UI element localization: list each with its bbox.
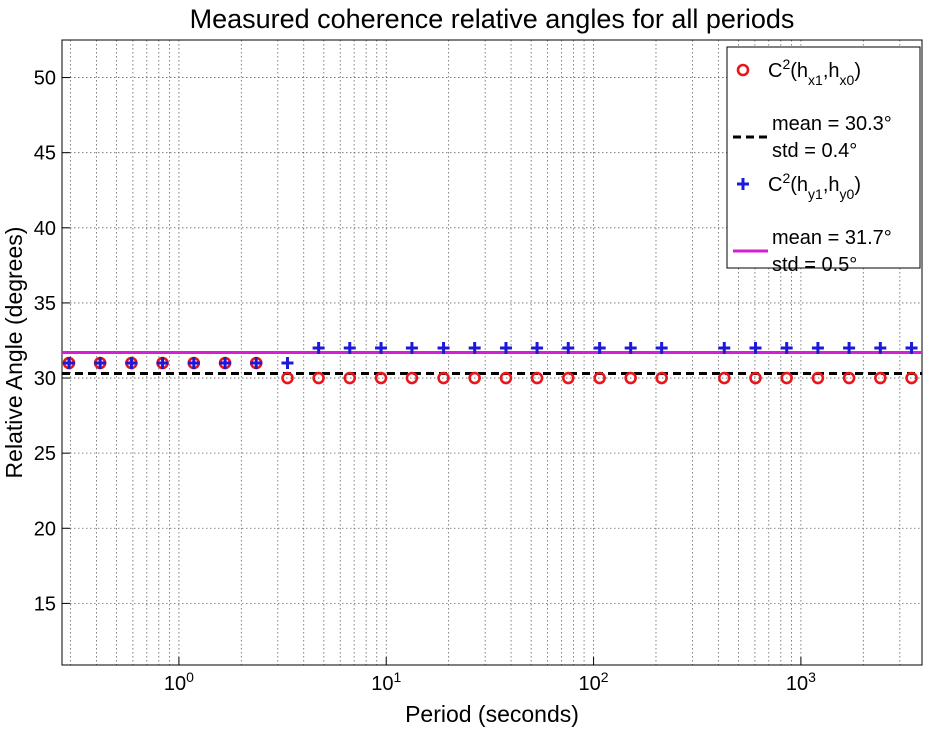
data-point — [94, 357, 107, 370]
data-point — [343, 341, 356, 354]
data-point — [874, 341, 887, 354]
data-point — [749, 341, 762, 354]
legend-label: C2(hx1,hx0) — [768, 56, 861, 88]
data-point — [405, 371, 419, 385]
chart-title: Measured coherence relative angles for a… — [190, 4, 795, 34]
data-point — [842, 371, 856, 385]
data-point — [811, 341, 824, 354]
data-point — [312, 341, 325, 354]
y-tick-label: 15 — [34, 593, 56, 615]
legend-label: C2(hy1,hy0) — [768, 170, 861, 202]
data-point — [562, 341, 575, 354]
y-tick-label: 20 — [34, 518, 56, 540]
data-point — [437, 341, 450, 354]
y-tick-label: 45 — [34, 143, 56, 165]
data-point — [499, 341, 512, 354]
data-point — [905, 371, 918, 385]
data-point — [281, 357, 294, 370]
legend-marker — [737, 178, 749, 190]
x-axis-label: Period (seconds) — [405, 701, 579, 727]
data-point — [780, 371, 793, 385]
data-point — [250, 357, 263, 370]
data-point — [843, 341, 856, 354]
y-tick-label: 50 — [34, 68, 56, 90]
data-point — [717, 371, 731, 385]
legend-label: mean = 30.3° — [772, 113, 892, 135]
data-point — [125, 357, 138, 370]
x-tick-label: 101 — [371, 669, 401, 695]
legend-label: mean = 31.7° — [772, 227, 892, 249]
y-axis-label: Relative Angle (degrees) — [1, 227, 27, 479]
data-point — [655, 371, 668, 385]
x-tick-label: 103 — [786, 669, 816, 695]
y-tick-label: 35 — [34, 293, 56, 315]
data-point — [156, 357, 169, 370]
y-tick-label: 40 — [34, 218, 56, 240]
data-point — [874, 371, 887, 385]
data-point — [811, 371, 825, 385]
y-tick-label: 25 — [34, 443, 56, 465]
data-point — [312, 371, 325, 385]
data-point — [375, 341, 388, 354]
data-point — [62, 357, 75, 370]
data-point — [718, 341, 731, 354]
y-tick-label: 30 — [34, 368, 56, 390]
legend-marker — [736, 63, 750, 77]
data-point — [219, 357, 232, 370]
data-point — [405, 341, 418, 354]
data-point — [374, 371, 388, 385]
data-point — [187, 357, 200, 370]
data-point — [624, 341, 637, 354]
legend-box — [726, 46, 921, 269]
data-point — [531, 341, 544, 354]
data-point — [593, 371, 606, 385]
data-point — [530, 371, 544, 385]
data-point — [281, 371, 294, 385]
data-point — [343, 371, 357, 385]
data-point — [905, 341, 918, 354]
legend-label: std = 0.5° — [772, 254, 857, 276]
data-point — [655, 341, 668, 354]
data-point — [499, 371, 513, 385]
data-point — [593, 341, 606, 354]
x-tick-label: 102 — [579, 669, 609, 695]
data-point — [468, 371, 481, 385]
x-tick-label: 100 — [164, 669, 194, 695]
data-point — [561, 371, 575, 385]
data-point — [749, 371, 762, 385]
data-point — [468, 341, 481, 354]
data-point — [624, 371, 637, 385]
legend-label: std = 0.4° — [772, 140, 857, 162]
data-point — [437, 371, 450, 385]
data-point — [780, 341, 793, 354]
